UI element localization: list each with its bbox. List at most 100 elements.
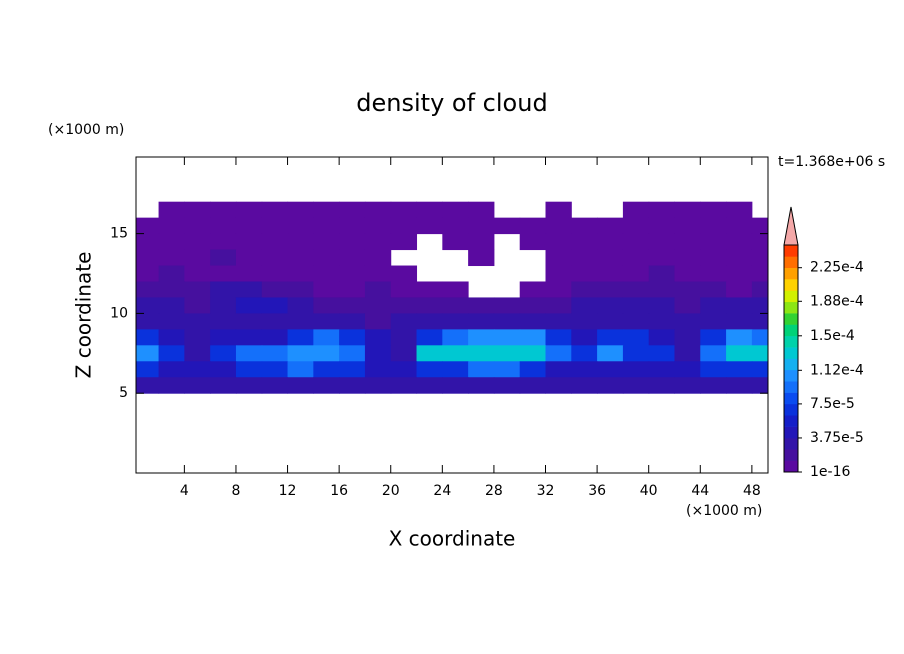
x-tick-label: 8: [231, 483, 240, 499]
contour-cell: [158, 361, 185, 378]
contour-cell: [184, 377, 211, 394]
contour-cell: [519, 297, 547, 314]
contour-cell: [364, 377, 392, 394]
contour-cell: [648, 249, 675, 267]
contour-cell: [648, 377, 675, 394]
contour-cell: [468, 201, 495, 219]
contour-cell: [597, 297, 624, 314]
contour-cell: [364, 201, 392, 219]
contour-cell: [726, 313, 753, 330]
contour-cell: [313, 377, 340, 394]
contour-cell: [390, 265, 418, 282]
contour-cell: [726, 297, 753, 314]
contour-cell: [442, 217, 469, 235]
contour-cell: [390, 377, 418, 394]
y-axis-label: Z coordinate: [72, 252, 96, 379]
contour-cell: [210, 361, 237, 378]
contour-cell: [313, 345, 340, 362]
colorbar-tick-label: 1.12e-4: [810, 362, 864, 378]
contour-cell: [751, 217, 769, 235]
contour-cell: [210, 345, 237, 362]
contour-cell: [622, 249, 650, 267]
colorbar-band: [784, 392, 798, 405]
colorbar-band: [784, 449, 798, 461]
contour-cell: [442, 313, 469, 330]
contour-cell: [158, 329, 185, 346]
contour-cell: [235, 297, 263, 314]
contour-cell: [184, 265, 211, 282]
contour-cell: [700, 217, 727, 235]
contour-cell: [700, 345, 727, 362]
contour-cell: [261, 313, 289, 330]
colorbar-band: [784, 415, 798, 427]
contour-cell: [468, 313, 495, 330]
contour-cell: [442, 345, 469, 362]
contour-cell: [136, 313, 160, 330]
contour-cell: [158, 233, 185, 251]
contour-cell: [390, 217, 418, 235]
contour-cell: [674, 297, 701, 314]
contour-cell: [545, 313, 572, 330]
contour-cell: [571, 361, 598, 378]
contour-cell: [545, 233, 572, 251]
contour-cell: [597, 329, 624, 346]
contour-cell: [390, 233, 418, 251]
x-tick-label: 24: [433, 483, 451, 499]
contour-cell: [674, 201, 701, 219]
contour-cell: [416, 201, 443, 219]
contour-cell: [416, 329, 443, 346]
colorbar-band: [784, 358, 798, 371]
colorbar-tick-label: 1.88e-4: [810, 293, 864, 309]
contour-cell: [726, 281, 753, 298]
contour-cell: [597, 313, 624, 330]
contour-cell: [235, 377, 263, 394]
colorbar-band: [784, 301, 798, 314]
contour-cell: [416, 361, 443, 378]
contour-cell: [416, 377, 443, 394]
contour-cell: [493, 329, 521, 346]
contour-cell: [545, 249, 572, 267]
contour-cell: [571, 281, 598, 298]
contour-cell: [751, 249, 769, 267]
contour-cell: [648, 329, 675, 346]
contour-cell: [184, 233, 211, 251]
contour-cell: [184, 201, 211, 219]
x-tick-label: 4: [180, 483, 189, 499]
contour-cell: [726, 233, 753, 251]
contour-cell: [571, 329, 598, 346]
contour-cell: [751, 313, 769, 330]
contour-cell: [622, 217, 650, 235]
x-tick-label: 36: [588, 483, 606, 499]
contour-cell: [339, 345, 366, 362]
contour-cell: [571, 297, 598, 314]
colorbar-extend: [783, 206, 799, 246]
contour-cell: [674, 361, 701, 378]
contour-cell: [184, 297, 211, 314]
contour-cell: [390, 361, 418, 378]
contour-cell: [364, 329, 392, 346]
contour-cell: [571, 233, 598, 251]
contour-cell: [700, 377, 727, 394]
contour-cell: [416, 313, 443, 330]
contour-cell: [597, 345, 624, 362]
contour-cell: [235, 265, 263, 282]
contour-cell: [261, 377, 289, 394]
contour-cell: [700, 233, 727, 251]
contour-cell: [597, 281, 624, 298]
contour-cell: [235, 329, 263, 346]
contour-cell: [416, 345, 443, 362]
contour-cell: [313, 201, 340, 219]
colorbar-band: [784, 426, 798, 439]
x-tick-label: 12: [279, 483, 297, 499]
y-tick-label: 15: [110, 226, 128, 242]
colorbar-band: [784, 437, 798, 450]
contour-cell: [726, 201, 753, 219]
contour-cell: [313, 281, 340, 298]
colorbar-band: [784, 290, 798, 303]
colorbar-band: [784, 369, 798, 382]
colorbar-band: [784, 324, 798, 337]
contour-cell: [287, 201, 314, 219]
contour-cell: [313, 313, 340, 330]
contour-cell: [364, 217, 392, 235]
contour-cell: [674, 249, 701, 267]
